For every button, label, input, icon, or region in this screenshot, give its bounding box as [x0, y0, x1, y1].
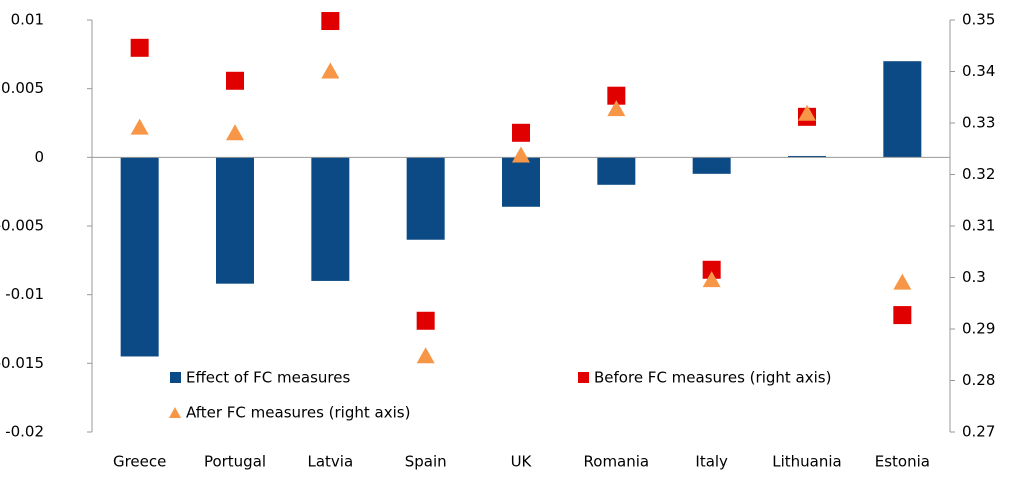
y2-tick-label: 0.32	[962, 165, 995, 183]
bar	[502, 157, 540, 207]
square-marker	[702, 260, 721, 279]
triangle-marker	[321, 62, 340, 79]
triangle-marker	[798, 104, 816, 121]
bar	[216, 157, 254, 284]
square-marker	[512, 123, 530, 142]
y2-tick-label: 0.3	[962, 268, 986, 286]
legend-swatch	[169, 407, 181, 418]
x-tick-label: Romania	[584, 453, 650, 471]
legend-label: Effect of FC measures	[186, 369, 350, 387]
triangle-marker	[130, 118, 149, 135]
y-tick-label: 0	[34, 148, 44, 166]
bar	[406, 157, 445, 240]
legend-label: After FC measures (right axis)	[186, 404, 410, 422]
y-tick-label: -0.015	[0, 354, 44, 372]
triangle-marker	[607, 100, 626, 117]
square-marker	[321, 12, 340, 31]
y2-tick-label: 0.34	[962, 62, 995, 80]
y2-tick-label: 0.27	[962, 423, 995, 441]
triangle-marker	[702, 271, 721, 288]
y-tick-label: -0.02	[5, 423, 44, 441]
y-tick-label: -0.005	[0, 217, 44, 235]
y-tick-label: 0.01	[11, 11, 44, 29]
bar	[597, 157, 636, 185]
x-tick-label: Portugal	[204, 453, 266, 471]
y-tick-label: 0.005	[1, 79, 44, 97]
legend-swatch	[578, 372, 589, 383]
y2-tick-label: 0.33	[962, 114, 995, 132]
square-marker	[416, 311, 435, 330]
y2-tick-label: 0.28	[962, 371, 995, 389]
bar	[883, 61, 922, 158]
bar	[120, 157, 159, 357]
triangle-marker	[226, 124, 244, 141]
square-marker	[607, 86, 626, 105]
triangle-marker	[893, 273, 912, 290]
square-marker	[226, 71, 244, 90]
bar	[692, 157, 731, 174]
y2-tick-label: 0.29	[962, 320, 995, 338]
legend-swatch	[170, 372, 181, 383]
bar	[311, 157, 350, 281]
x-tick-label: Greece	[113, 453, 166, 471]
square-marker	[130, 38, 149, 57]
triangle-marker	[512, 146, 530, 163]
y-tick-label: -0.01	[5, 285, 44, 303]
x-tick-label: Estonia	[875, 453, 930, 471]
x-tick-label: Spain	[405, 453, 447, 471]
x-tick-label: Italy	[695, 453, 728, 471]
y2-tick-label: 0.31	[962, 217, 995, 235]
x-tick-label: UK	[511, 453, 533, 471]
triangle-marker	[416, 347, 435, 364]
y2-tick-label: 0.35	[962, 11, 995, 29]
square-marker	[893, 306, 912, 325]
x-tick-label: Latvia	[307, 453, 353, 471]
bar	[788, 155, 826, 158]
x-tick-label: Lithuania	[772, 453, 841, 471]
legend-label: Before FC measures (right axis)	[594, 369, 831, 387]
